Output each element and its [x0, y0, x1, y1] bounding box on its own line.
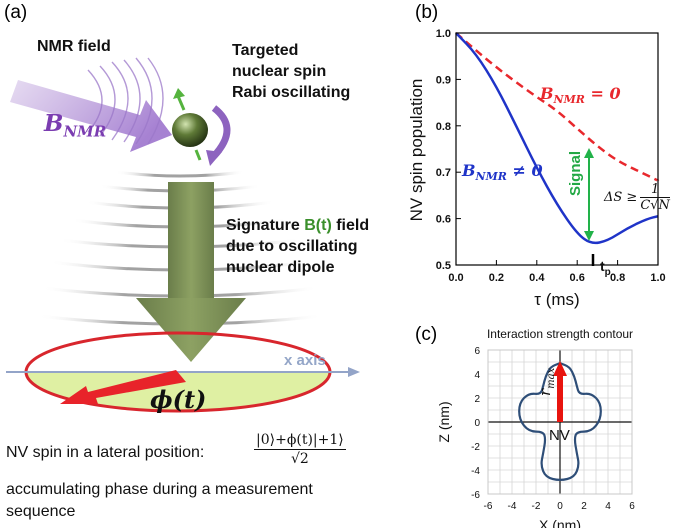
r-max-arrow — [553, 361, 567, 422]
b-nmr-label: BNMR — [44, 110, 107, 141]
nuclear-spin-icon — [172, 88, 208, 161]
x-tick-label: 4 — [605, 501, 611, 512]
y-tick-label: 2 — [474, 394, 480, 405]
y-tick-label: 0.7 — [436, 167, 451, 179]
series-line-bnmr-zero — [455, 32, 659, 182]
x-axis-label: x axis — [284, 352, 326, 369]
y-tick-label: -2 — [471, 442, 480, 453]
y-tick-label: 6 — [474, 346, 480, 357]
x-tick-label: 6 — [629, 501, 635, 512]
y-tick-label: 0.5 — [436, 260, 451, 272]
nmr-field-arrow — [10, 57, 172, 152]
x-tick-label: 0.2 — [489, 272, 504, 284]
tp-label: tp — [600, 258, 611, 278]
label-bnmr-nonzero: BNMR ≠ 0 — [462, 161, 543, 184]
x-tick-label: -2 — [532, 501, 541, 512]
x-tick-label: 0.8 — [610, 272, 625, 284]
nmr-field-label: NMR field — [37, 38, 111, 55]
caption-line-3: sequence — [6, 503, 76, 520]
x-tick-label: 2 — [581, 501, 587, 512]
y-tick-label: 4 — [474, 370, 480, 381]
population-chart: 0.0 0.2 0.4 0.6 0.8 1.0 0.5 0.6 0.7 0.8 0.9 1.0 τ (… — [407, 28, 666, 309]
contour-chart: Interaction strength contour -6 -4 -2 0 2 4 6 -… — [436, 327, 635, 528]
x-tick-label: 0.6 — [570, 272, 585, 284]
x-tick-label: -4 — [508, 501, 517, 512]
x-tick-label: 0.0 — [448, 272, 463, 284]
panel-c-label: (c) — [415, 324, 438, 345]
x-tick-label: 0.4 — [529, 272, 545, 284]
y-tick-label: 0.9 — [436, 74, 451, 86]
rotation-arrow-icon — [206, 105, 231, 166]
x-axis-title: X (nm) — [539, 517, 581, 528]
label-bnmr-zero: BNMR = 0 — [540, 84, 621, 107]
contour-line — [518, 362, 602, 481]
phase-label: ϕ(t) — [150, 385, 207, 414]
series-line-bnmr-nonzero — [455, 32, 659, 245]
x-tick-label: -6 — [484, 501, 493, 512]
y-tick-label: 0.6 — [436, 214, 451, 226]
panel-b-label: (b) — [415, 2, 439, 23]
panel-a-label: (a) — [4, 2, 28, 23]
y-tick-label: 1.0 — [436, 28, 451, 40]
caption-line-2: accumulating phase during a measurement — [6, 481, 313, 498]
signature-field-text: Signature B(t) field due to oscillating … — [226, 217, 370, 276]
chart-title: Interaction strength contour — [487, 327, 633, 341]
targeted-spin-text: Targeted nuclear spin Rabi oscillating — [232, 42, 351, 101]
y-tick-label: -6 — [471, 490, 480, 501]
signal-label: Signal — [567, 150, 584, 196]
state-formula: |0⟩+ϕ(t)|+1⟩ √2 — [254, 432, 346, 467]
signal-arrow — [584, 148, 594, 241]
y-axis-title: Z (nm) — [436, 401, 452, 442]
y-axis-title: NV spin population — [407, 79, 426, 222]
y-tick-label: -4 — [471, 466, 480, 477]
contour-frame — [487, 349, 633, 495]
y-tick-label: 0.8 — [436, 121, 451, 133]
x-tick-label: 0 — [557, 501, 563, 512]
r-max-label: rmax — [536, 367, 557, 396]
signature-field-arrow — [136, 182, 246, 362]
caption-line-1: NV spin in a lateral position: — [6, 444, 205, 461]
x-axis-title: τ (ms) — [534, 290, 579, 309]
delta-s-formula: ΔS ≥ 1 C√N — [604, 182, 670, 213]
phase-ellipse — [6, 331, 360, 413]
nv-label: NV — [549, 427, 570, 444]
panel-a-illustration — [6, 57, 360, 413]
x-tick-label: 1.0 — [650, 272, 665, 284]
y-tick-label: 0 — [474, 418, 480, 429]
chart-frame — [455, 32, 659, 266]
